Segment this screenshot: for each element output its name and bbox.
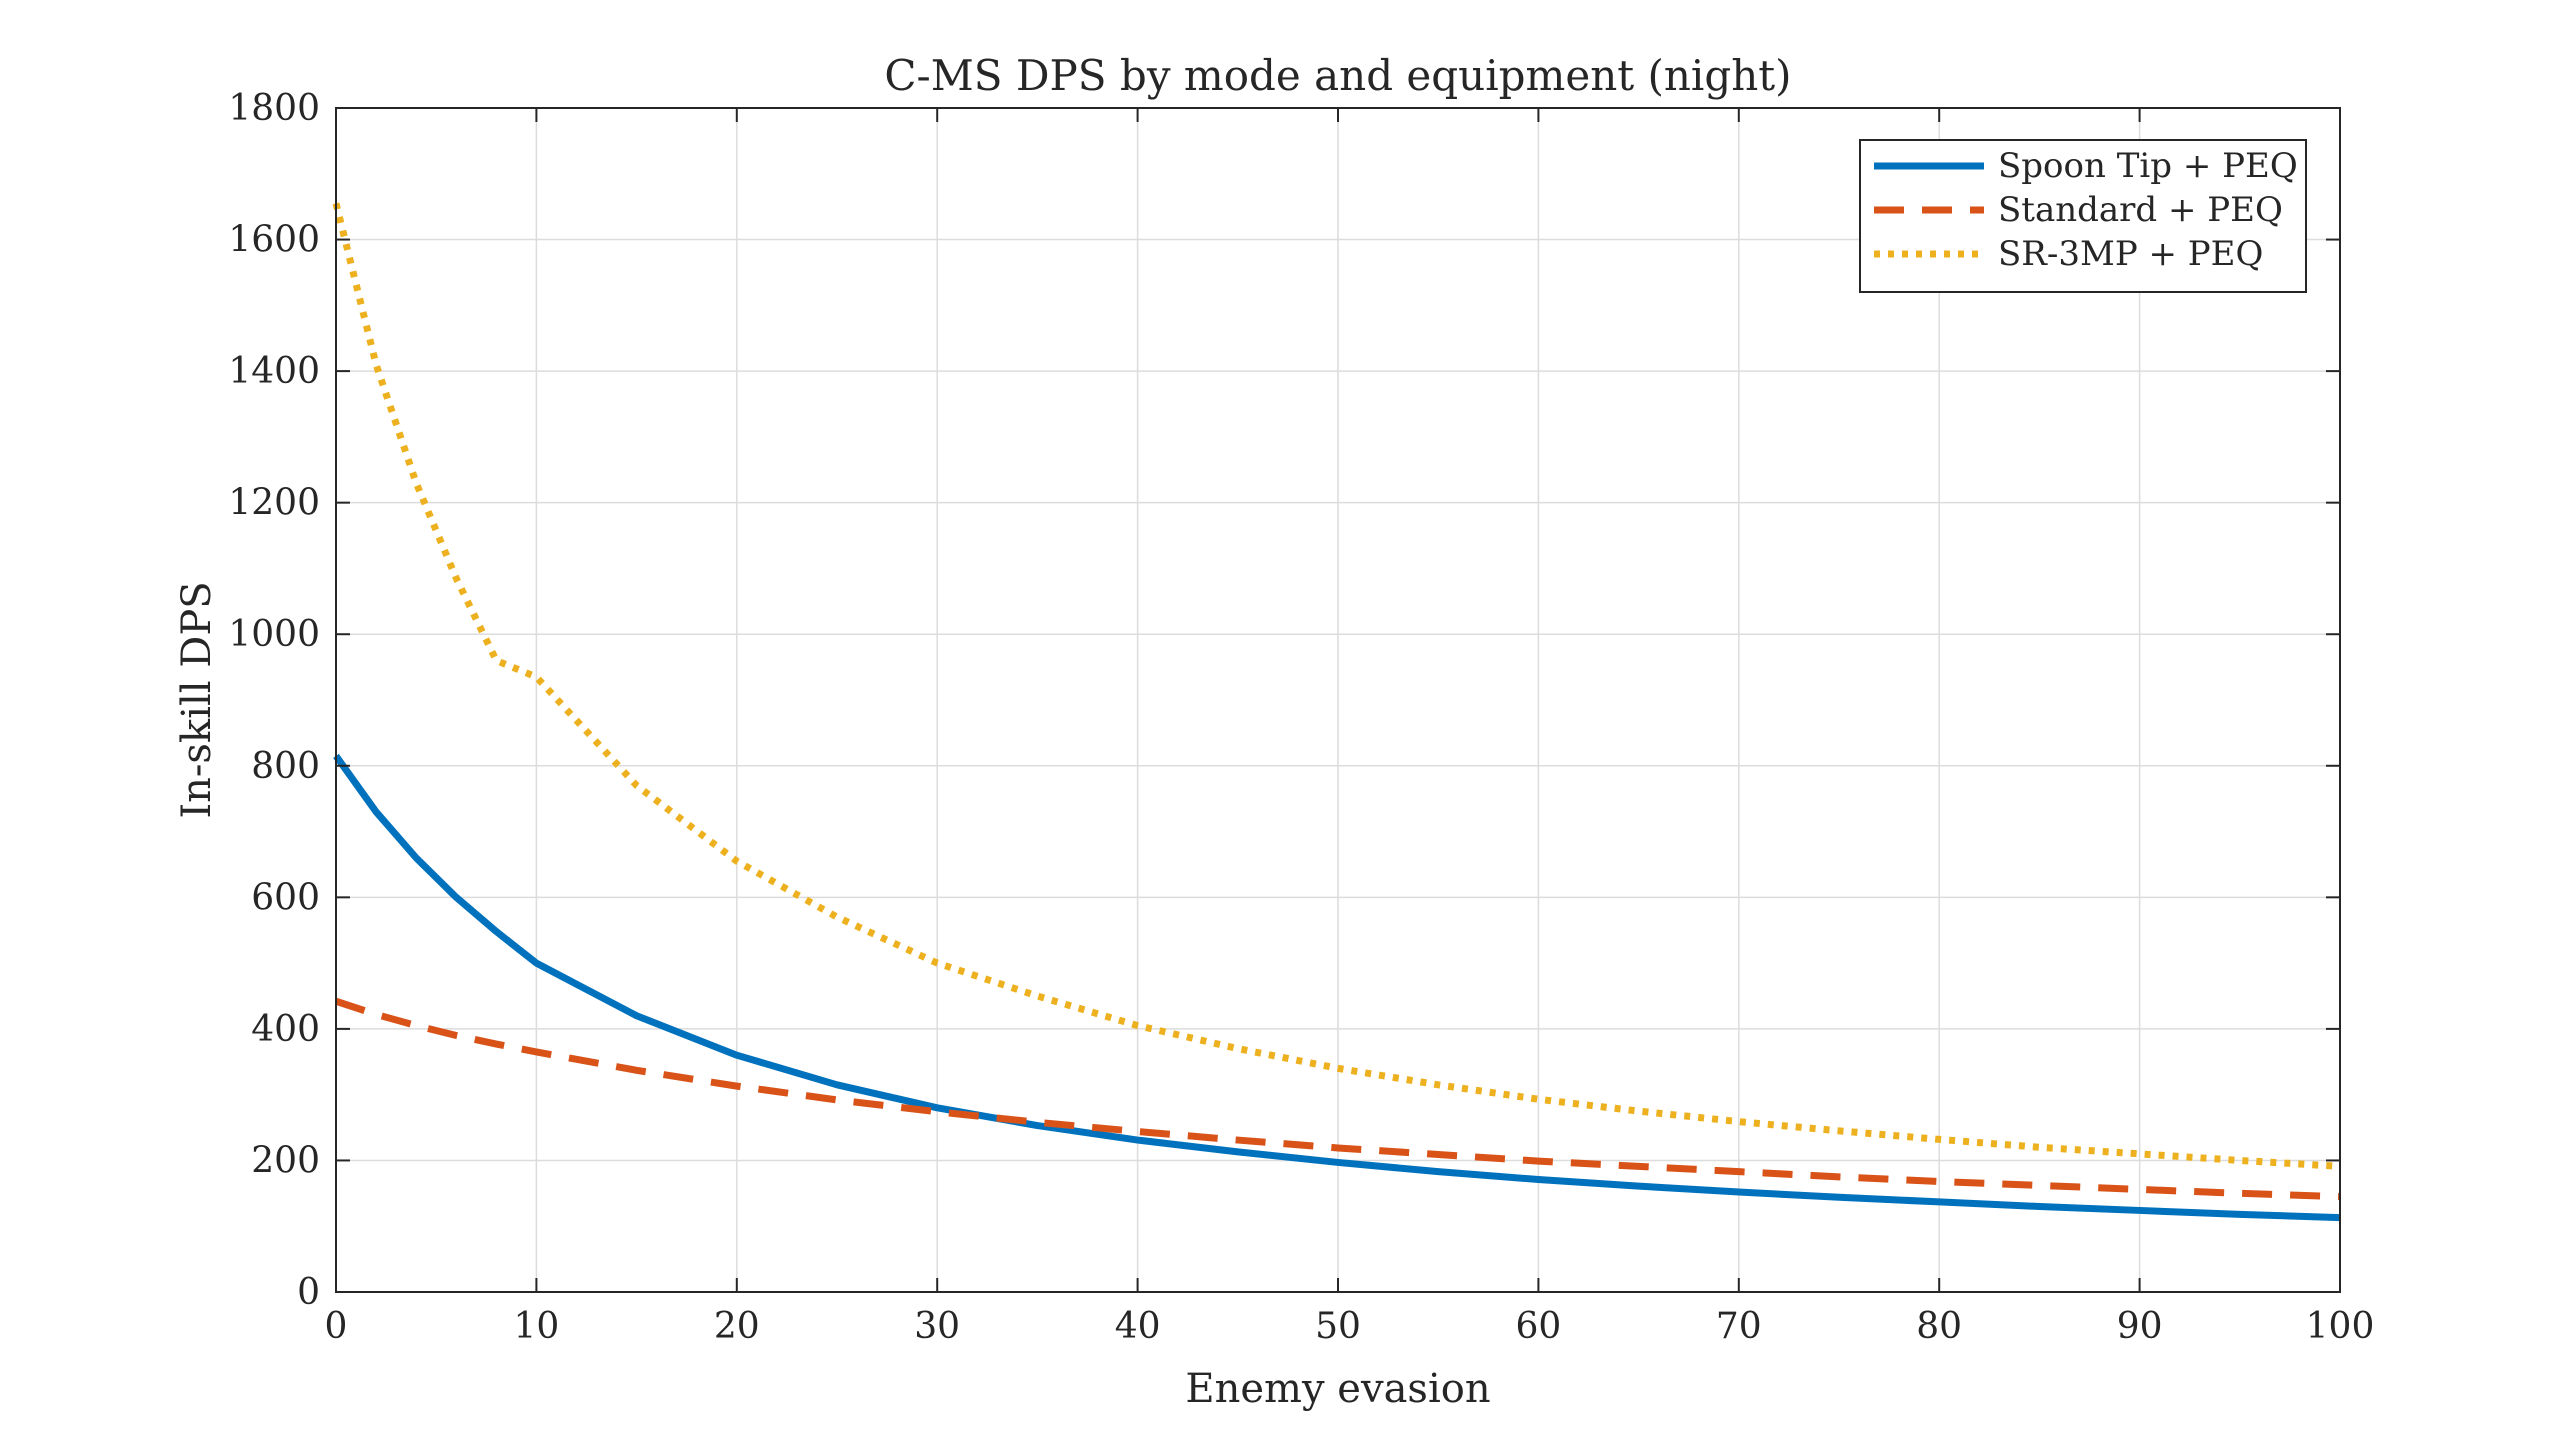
y-tick-label: 800 bbox=[251, 746, 320, 787]
series-lines bbox=[332, 202, 2341, 1222]
series-line-0 bbox=[333, 753, 2341, 1222]
x-tick-label: 30 bbox=[914, 1306, 960, 1347]
y-tick-label: 600 bbox=[251, 877, 320, 918]
x-tick-label: 0 bbox=[325, 1306, 348, 1347]
y-tick-label: 200 bbox=[251, 1140, 320, 1181]
y-tick-label: 0 bbox=[297, 1272, 320, 1313]
legend-label-1: Standard + PEQ bbox=[1998, 190, 2283, 230]
chart-title: C-MS DPS by mode and equipment (night) bbox=[884, 51, 1791, 100]
y-tick-label: 1200 bbox=[228, 483, 320, 524]
y-tick-label: 1000 bbox=[228, 614, 320, 655]
x-tick-label: 10 bbox=[513, 1306, 559, 1347]
y-tick-label: 1600 bbox=[228, 220, 320, 261]
x-tick-label: 100 bbox=[2306, 1306, 2375, 1347]
y-tick-label: 400 bbox=[251, 1009, 320, 1050]
x-tick-label: 70 bbox=[1716, 1306, 1762, 1347]
x-axis-label: Enemy evasion bbox=[1185, 1366, 1490, 1412]
y-axis-label: In-skill DPS bbox=[174, 581, 220, 818]
axis-ticks: 0 10 20 30 40 50 60 70 80 90 100020040060080010001… bbox=[228, 88, 2374, 1347]
legend-label-0: Spoon Tip + PEQ bbox=[1998, 146, 2298, 186]
x-tick-label: 40 bbox=[1115, 1306, 1161, 1347]
y-tick-label: 1400 bbox=[228, 351, 320, 392]
legend-label-2: SR-3MP + PEQ bbox=[1998, 234, 2263, 274]
x-tick-label: 20 bbox=[714, 1306, 760, 1347]
x-tick-label: 80 bbox=[1916, 1306, 1962, 1347]
y-tick-label: 1800 bbox=[228, 88, 320, 129]
x-tick-label: 50 bbox=[1315, 1306, 1361, 1347]
series-line-1 bbox=[334, 997, 2341, 1201]
x-tick-label: 60 bbox=[1515, 1306, 1561, 1347]
series-line-2 bbox=[332, 202, 2341, 1170]
x-tick-label: 90 bbox=[2117, 1306, 2163, 1347]
